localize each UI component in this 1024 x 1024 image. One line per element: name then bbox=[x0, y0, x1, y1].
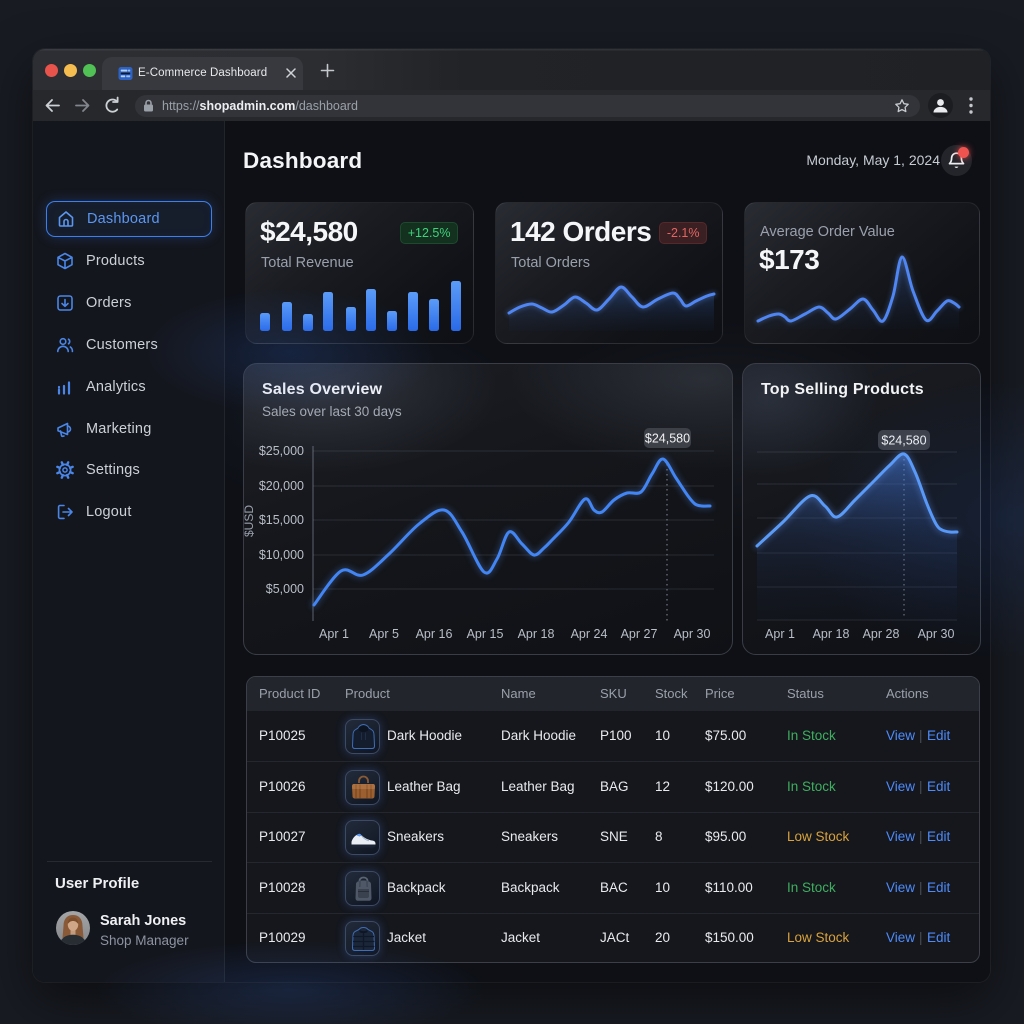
svg-text:$10,000: $10,000 bbox=[259, 548, 304, 562]
svg-text:Apr 30: Apr 30 bbox=[918, 627, 955, 641]
svg-text:$24,580: $24,580 bbox=[645, 432, 690, 446]
svg-text:Apr 18: Apr 18 bbox=[813, 627, 850, 641]
svg-text:Apr 5: Apr 5 bbox=[369, 627, 399, 641]
svg-text:Apr 30: Apr 30 bbox=[674, 627, 711, 641]
svg-text:Apr 15: Apr 15 bbox=[467, 627, 504, 641]
svg-text:Apr 1: Apr 1 bbox=[319, 627, 349, 641]
svg-text:$15,000: $15,000 bbox=[259, 513, 304, 527]
svg-text:Apr 24: Apr 24 bbox=[571, 627, 608, 641]
svg-text:$5,000: $5,000 bbox=[266, 582, 304, 596]
svg-text:$20,000: $20,000 bbox=[259, 479, 304, 493]
svg-text:Apr 16: Apr 16 bbox=[416, 627, 453, 641]
svg-text:Apr 18: Apr 18 bbox=[518, 627, 555, 641]
svg-text:Apr 28: Apr 28 bbox=[863, 627, 900, 641]
svg-text:Apr 27: Apr 27 bbox=[621, 627, 658, 641]
svg-text:$24,580: $24,580 bbox=[881, 434, 926, 448]
svg-text:Apr 1: Apr 1 bbox=[765, 627, 795, 641]
svg-text:$USD: $USD bbox=[244, 505, 256, 537]
svg-text:$25,000: $25,000 bbox=[259, 444, 304, 458]
